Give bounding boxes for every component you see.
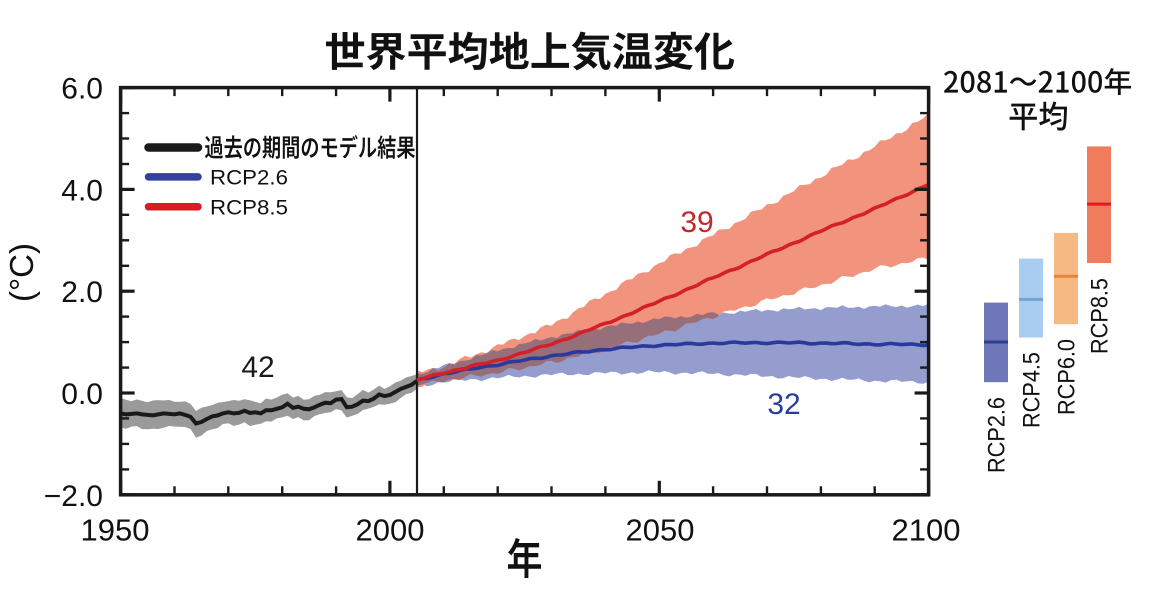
svg-text:RCP6.0: RCP6.0 [1054,339,1081,415]
svg-text:2.0: 2.0 [61,276,103,309]
svg-text:0.0: 0.0 [61,378,103,411]
svg-text:RCP4.5: RCP4.5 [1019,352,1046,428]
svg-text:42: 42 [241,351,274,384]
svg-text:1950: 1950 [81,513,150,548]
svg-text:32: 32 [767,388,800,421]
svg-text:4.0: 4.0 [61,174,103,207]
svg-text:RCP8.5: RCP8.5 [210,195,288,219]
svg-text:−2.0: −2.0 [44,480,103,513]
svg-text:RCP2.6: RCP2.6 [210,166,288,190]
svg-text:2100: 2100 [892,513,961,548]
svg-text:2050: 2050 [626,513,695,548]
svg-text:RCP2.6: RCP2.6 [984,397,1011,473]
svg-text:2000: 2000 [356,513,425,548]
svg-text:RCP8.5: RCP8.5 [1087,278,1114,354]
svg-text:(°C): (°C) [3,243,40,302]
svg-text:39: 39 [680,206,713,239]
svg-text:6.0: 6.0 [61,73,103,106]
